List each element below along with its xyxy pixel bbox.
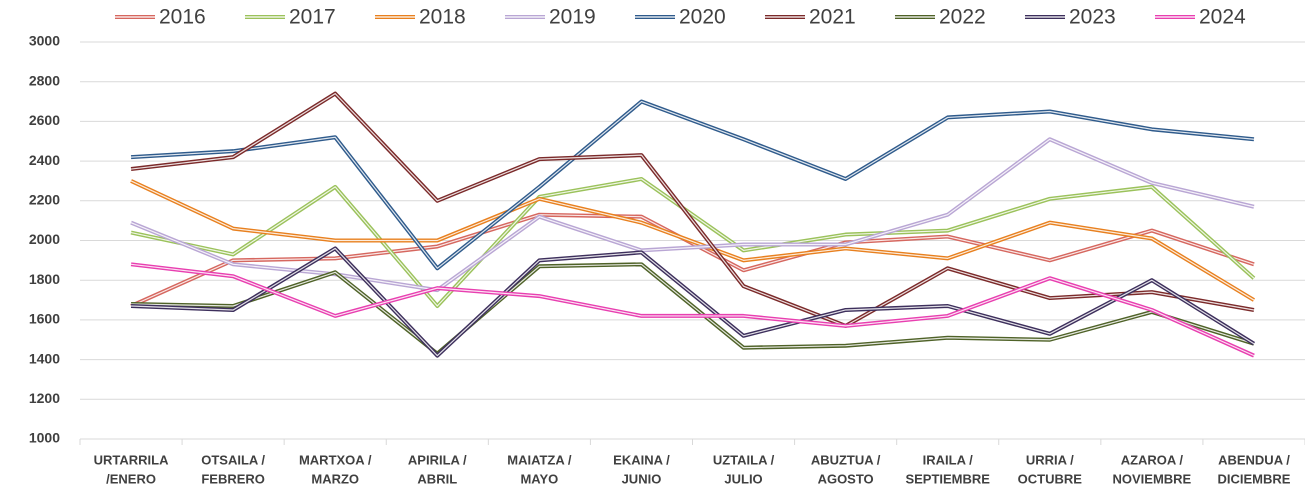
x-tick-label: MARZO bbox=[311, 471, 359, 486]
x-tick-label: JULIO bbox=[724, 471, 762, 486]
y-tick-label: 1400 bbox=[29, 350, 60, 366]
x-tick-label: ABUZTUA / bbox=[811, 452, 881, 467]
x-tick-label: NOVIEMBRE bbox=[1113, 471, 1192, 486]
series-line-inner bbox=[131, 263, 1255, 355]
legend-label: 2024 bbox=[1199, 6, 1246, 29]
x-tick-label: /ENERO bbox=[106, 471, 156, 486]
legend-label: 2022 bbox=[939, 6, 986, 29]
legend-label: 2018 bbox=[419, 6, 466, 29]
y-tick-label: 1000 bbox=[29, 430, 60, 446]
x-tick-label: UZTAILA / bbox=[713, 452, 775, 467]
x-tick-label: SEPTIEMBRE bbox=[905, 471, 990, 486]
x-tick-label: OTSAILA / bbox=[201, 452, 265, 467]
y-tick-label: 2400 bbox=[29, 152, 60, 168]
y-tick-label: 3000 bbox=[29, 33, 60, 49]
x-tick-label: FEBRERO bbox=[201, 471, 265, 486]
y-tick-label: 1200 bbox=[29, 390, 60, 406]
x-tick-label: ABENDUA / bbox=[1218, 452, 1290, 467]
legend-label: 2019 bbox=[549, 6, 596, 29]
series-line-inner bbox=[130, 178, 1255, 307]
y-tick-label: 1800 bbox=[29, 271, 60, 287]
series-line-inner bbox=[130, 93, 1255, 327]
y-tick-label: 2200 bbox=[29, 192, 60, 208]
x-tick-label: MARTXOA / bbox=[299, 452, 372, 467]
series-line-inner bbox=[130, 138, 1255, 291]
x-tick-label: AZAROA / bbox=[1121, 452, 1184, 467]
legend-label: 2023 bbox=[1069, 6, 1116, 29]
series-line-inner bbox=[131, 247, 1255, 357]
x-tick-label: IRAILA / bbox=[923, 452, 973, 467]
x-tick-label: OCTUBRE bbox=[1018, 471, 1083, 486]
x-tick-label: URTARRILA bbox=[94, 452, 169, 467]
x-tick-label: URRIA / bbox=[1026, 452, 1074, 467]
x-tick-label: JUNIO bbox=[622, 471, 662, 486]
y-tick-label: 2800 bbox=[29, 72, 60, 88]
x-tick-label: MAIATZA / bbox=[507, 452, 572, 467]
legend-label: 2021 bbox=[809, 6, 856, 29]
series-line bbox=[130, 262, 1255, 358]
y-tick-label: 1600 bbox=[29, 311, 60, 327]
series-line-inner bbox=[131, 100, 1255, 269]
legend-label: 2016 bbox=[159, 6, 206, 29]
x-tick-label: DICIEMBRE bbox=[1217, 471, 1290, 486]
legend-label: 2017 bbox=[289, 6, 336, 29]
y-tick-label: 2600 bbox=[29, 112, 60, 128]
series-line bbox=[131, 262, 1255, 356]
x-tick-label: MAYO bbox=[520, 471, 558, 486]
y-tick-label: 2000 bbox=[29, 231, 60, 247]
series-line-inner bbox=[130, 263, 1255, 357]
series-line-inner bbox=[130, 180, 1255, 301]
legend-label: 2020 bbox=[679, 6, 726, 29]
x-tick-label: ABRIL bbox=[417, 471, 457, 486]
x-tick-label: EKAINA / bbox=[613, 452, 670, 467]
x-tick-label: APIRILA / bbox=[408, 452, 467, 467]
x-tick-label: AGOSTO bbox=[818, 471, 874, 486]
